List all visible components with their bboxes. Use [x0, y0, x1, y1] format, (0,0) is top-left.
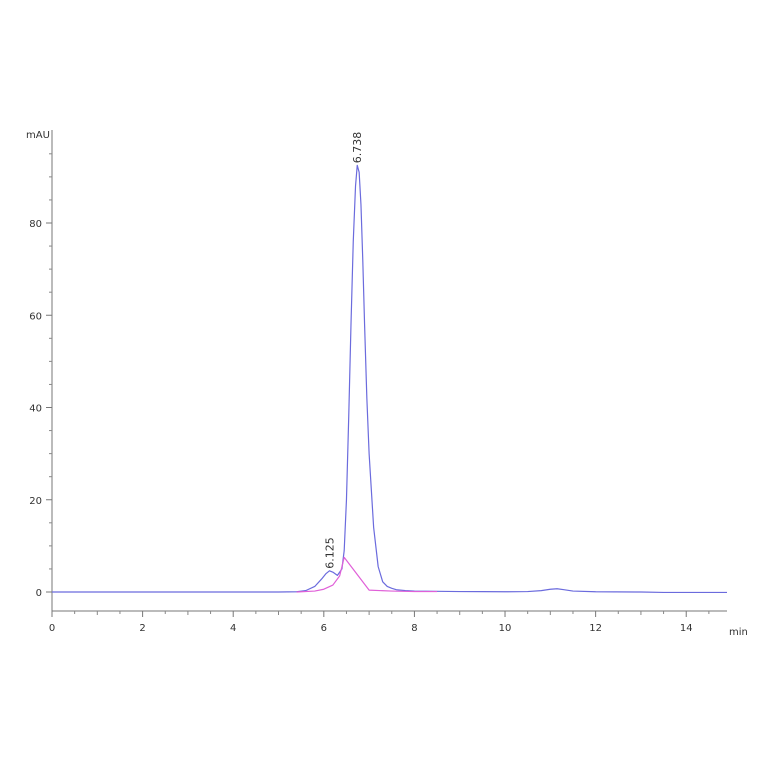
- signal-trace-line: [52, 164, 727, 594]
- x-axis-label: min: [729, 627, 748, 638]
- series-lines: [52, 164, 727, 594]
- x-tick-label: 4: [230, 623, 236, 634]
- peak-label: 6.125: [324, 537, 337, 569]
- peak-label: 6.738: [351, 132, 364, 164]
- baseline-trace-line: [296, 556, 438, 593]
- y-axis-label: mAU: [26, 130, 50, 141]
- x-tick-label: 2: [139, 623, 145, 634]
- y-tick-label: 60: [29, 311, 42, 322]
- x-tick-label: 6: [321, 623, 327, 634]
- x-tick-label: 0: [49, 623, 55, 634]
- x-tick-label: 8: [411, 623, 417, 634]
- x-tick-label: 10: [499, 623, 512, 634]
- y-tick-label: 80: [29, 219, 42, 230]
- tick-marks: 0 2 4 6 8 10 12 14 0 20 40 60 80: [29, 153, 710, 634]
- y-tick-label: 40: [29, 404, 42, 415]
- x-tick-label: 12: [589, 623, 602, 634]
- y-tick-label: 20: [29, 496, 42, 507]
- peak-labels: 6.125 6.738: [324, 132, 365, 569]
- x-tick-label: 14: [680, 623, 693, 634]
- y-tick-label: 0: [36, 588, 42, 599]
- axes: [51, 130, 727, 612]
